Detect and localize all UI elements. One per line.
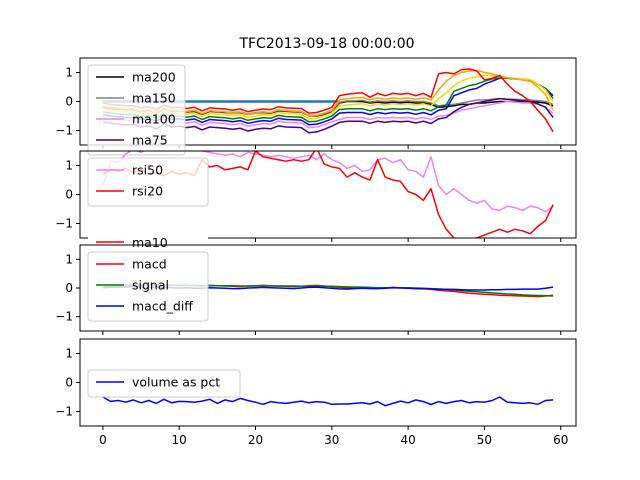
x-tick-label: 50 xyxy=(477,433,492,447)
legend-label: volume as pct xyxy=(132,375,220,390)
legend-box xyxy=(87,64,186,156)
x-tick-label: 30 xyxy=(324,433,339,447)
legend: ma200 ma150 ma100 ma75 xyxy=(87,64,186,156)
legend-label: ma100 xyxy=(132,112,176,127)
legend: macd signal macd_diff xyxy=(87,251,209,322)
legend-label: signal xyxy=(132,278,169,293)
plot-area xyxy=(102,396,554,407)
x-tick-label: 10 xyxy=(172,433,187,447)
legend-box xyxy=(87,251,209,322)
y-tick-label: −1 xyxy=(55,310,73,324)
legend-label: ma10 xyxy=(132,235,168,250)
series-line-volume-as-pct xyxy=(102,396,554,407)
x-tick-label: 40 xyxy=(400,433,415,447)
panel-1: 1 0 −1 ma200 ma150 ma100 ma75 xyxy=(55,57,577,156)
y-tick-label: 0 xyxy=(65,376,73,390)
y-tick-label: −1 xyxy=(55,124,73,138)
y-tick-label: 0 xyxy=(65,188,73,202)
legend-label: ma150 xyxy=(132,91,176,106)
panel-3: 1 0 −1 macd signal macd_diff xyxy=(55,244,577,335)
y-tick-label: 0 xyxy=(65,281,73,295)
panels: 10−1ma200ma150ma100ma7510−1rsi50rsi20ma1… xyxy=(55,57,577,447)
y-tick-label: 1 xyxy=(65,66,73,80)
legend-label: rsi50 xyxy=(132,163,163,178)
x-tick-label: 0 xyxy=(99,433,107,447)
legend-label: macd_diff xyxy=(132,299,193,314)
chart-title: TFC2013-09-18 00:00:00 xyxy=(238,36,414,52)
y-tick-label: 1 xyxy=(65,159,73,173)
legend-label: macd xyxy=(132,257,167,272)
x-tick-label: 60 xyxy=(553,433,568,447)
y-tick-label: 1 xyxy=(65,252,73,266)
legend-label: ma75 xyxy=(132,133,168,148)
legend: volume as pct xyxy=(87,369,241,398)
legend-clipped-box xyxy=(88,237,208,249)
y-tick-label: −1 xyxy=(55,217,73,231)
panel-2: 1 0 −1 rsi50 rsi20 ma10 xyxy=(55,150,577,250)
y-tick-label: 0 xyxy=(65,95,73,109)
legend: rsi50 rsi20 xyxy=(87,157,209,207)
legend-clipped-entry: ma10 xyxy=(88,235,208,250)
series-line-rsi50 xyxy=(102,151,554,213)
y-tick-label: −1 xyxy=(55,405,73,419)
legend-label: rsi20 xyxy=(132,184,163,199)
legend-box xyxy=(87,369,241,398)
y-tick-label: 1 xyxy=(65,347,73,361)
x-tick-label: 20 xyxy=(248,433,263,447)
legend-label: ma200 xyxy=(132,70,176,85)
